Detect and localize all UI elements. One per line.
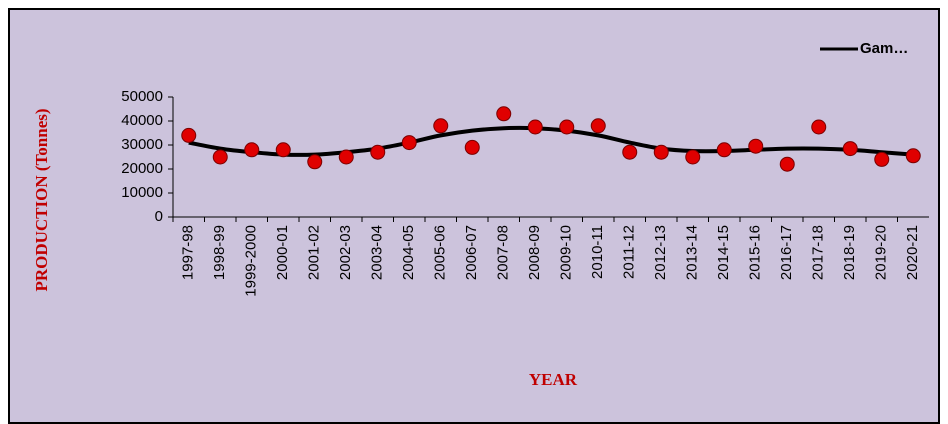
x-tick-label: 2015-16 (747, 225, 764, 280)
x-tick-label: 2013-14 (684, 225, 701, 280)
data-point (181, 127, 197, 143)
y-tick-label: 20000 (121, 160, 163, 177)
data-point (433, 118, 449, 134)
y-tick-label: 50000 (121, 88, 163, 105)
x-tick-label: 1998-99 (211, 225, 228, 280)
x-tick-label: 2012-13 (652, 225, 669, 280)
chart-frame (8, 8, 940, 424)
data-point (338, 149, 354, 165)
data-point (401, 135, 417, 151)
data-point (748, 138, 764, 154)
data-point (811, 119, 827, 135)
x-tick-label: 2007-08 (495, 225, 512, 280)
data-point (685, 149, 701, 165)
y-tick-label: 30000 (121, 136, 163, 153)
x-tick-label: 1997-98 (180, 225, 197, 280)
x-tick-label: 2014-15 (715, 225, 732, 280)
data-point (590, 118, 606, 134)
x-tick-label: 2008-09 (526, 225, 543, 280)
x-tick-label: 2020-21 (904, 225, 921, 280)
data-point (842, 141, 858, 157)
data-point (559, 119, 575, 135)
data-point (905, 148, 921, 164)
x-tick-label: 2017-18 (810, 225, 827, 280)
data-point (653, 144, 669, 160)
data-point (464, 139, 480, 155)
data-point (874, 151, 890, 167)
x-tick-label: 2019-20 (873, 225, 890, 280)
x-tick-label: 2001-02 (306, 225, 323, 280)
x-tick-label: 2018-19 (841, 225, 858, 280)
data-point (716, 142, 732, 158)
x-axis-title: YEAR (529, 370, 578, 389)
x-tick-label: 2016-17 (778, 225, 795, 280)
data-point (496, 106, 512, 122)
trend-line (188, 125, 914, 157)
y-tick-label: 0 (155, 208, 163, 225)
data-point (212, 149, 228, 165)
x-tick-label: 2006-07 (463, 225, 480, 280)
data-point (307, 154, 323, 170)
y-tick-label: 40000 (121, 112, 163, 129)
x-tick-label: 1999-2000 (243, 225, 260, 297)
x-tick-label: 2009-10 (558, 225, 575, 280)
data-point (244, 142, 260, 158)
x-tick-label: 2010-11 (589, 225, 606, 279)
x-tick-label: 2003-04 (369, 225, 386, 280)
x-tick-label: 2004-05 (400, 225, 417, 280)
data-point (779, 156, 795, 172)
y-tick-label: 10000 (121, 184, 163, 201)
data-point (622, 144, 638, 160)
x-tick-label: 2011-12 (621, 225, 638, 279)
x-tick-label: 2000-01 (274, 225, 291, 280)
x-tick-label: 2005-06 (432, 225, 449, 280)
data-point (370, 144, 386, 160)
legend-label: Gam… (860, 40, 908, 57)
y-axis-title: PRODUCTION (Tonnes) (32, 108, 51, 291)
data-point (527, 119, 543, 135)
x-tick-label: 2002-03 (337, 225, 354, 280)
data-point (275, 142, 291, 158)
